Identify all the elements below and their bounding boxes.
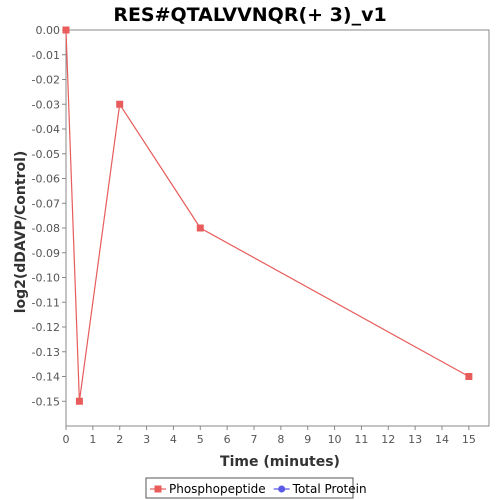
data-point	[116, 100, 124, 108]
legend: Phosphopeptide Total Protein	[145, 477, 367, 499]
y-tick-label: -0.02	[32, 74, 60, 87]
x-axis-title: Time (minutes)	[220, 454, 340, 470]
y-tick-label: -0.04	[32, 123, 60, 136]
data-point	[196, 224, 204, 232]
data-point	[75, 397, 83, 405]
x-tick-label: 15	[462, 433, 476, 446]
y-axis-title: log2(dDAVP/Control)	[13, 151, 29, 314]
legend-label: Phosphopeptide	[169, 482, 266, 496]
x-tick-label: 6	[224, 433, 231, 446]
x-tick-label: 14	[435, 433, 449, 446]
x-tick-label: 2	[116, 433, 123, 446]
plot-area	[65, 29, 490, 427]
x-tick-label: 9	[304, 433, 311, 446]
y-tick-label: -0.09	[32, 247, 60, 260]
x-tick-label: 10	[328, 433, 342, 446]
x-tick-label: 8	[277, 433, 284, 446]
x-tick-label: 13	[408, 433, 422, 446]
x-axis: 0 1 2 3 4 5 6 7 8 9 10 11 12 13 14 15	[63, 426, 476, 446]
chart-title: RES#QTALVVNQR(+ 3)_v1	[113, 4, 386, 26]
x-tick-label: 12	[381, 433, 395, 446]
y-tick-label: -0.10	[32, 272, 60, 285]
x-tick-label: 4	[170, 433, 177, 446]
x-tick-label: 3	[143, 433, 150, 446]
y-tick-label: -0.05	[32, 148, 60, 161]
data-point	[62, 26, 70, 34]
y-tick-label: -0.03	[32, 98, 60, 111]
series-layer	[62, 26, 473, 405]
data-point	[465, 373, 473, 380]
x-tick-label: 7	[251, 433, 258, 446]
x-tick-label: 5	[197, 433, 204, 446]
x-tick-label: 11	[354, 433, 368, 446]
y-tick-label: -0.08	[32, 222, 60, 235]
y-tick-label: -0.15	[32, 395, 60, 408]
y-tick-label: -0.07	[32, 197, 60, 210]
y-axis: 0.00 -0.01 -0.02 -0.03 -0.04 -0.05 -0.06 -0.07 -…	[32, 24, 66, 408]
x-tick-label: 1	[89, 433, 96, 446]
legend-label: Total Protein	[292, 482, 367, 496]
legend-circle-marker	[278, 485, 286, 493]
y-tick-label: -0.13	[32, 346, 60, 359]
y-tick-label: -0.12	[32, 321, 60, 334]
legend-box	[145, 477, 354, 499]
plot-frame	[65, 29, 490, 427]
y-tick-label: -0.01	[32, 49, 60, 62]
y-tick-label: -0.06	[32, 173, 60, 186]
y-tick-label: 0.00	[36, 24, 61, 37]
y-tick-label: -0.14	[32, 371, 60, 384]
x-tick-label: 0	[63, 433, 70, 446]
legend-square-marker	[154, 485, 162, 493]
y-tick-label: -0.11	[32, 296, 60, 309]
